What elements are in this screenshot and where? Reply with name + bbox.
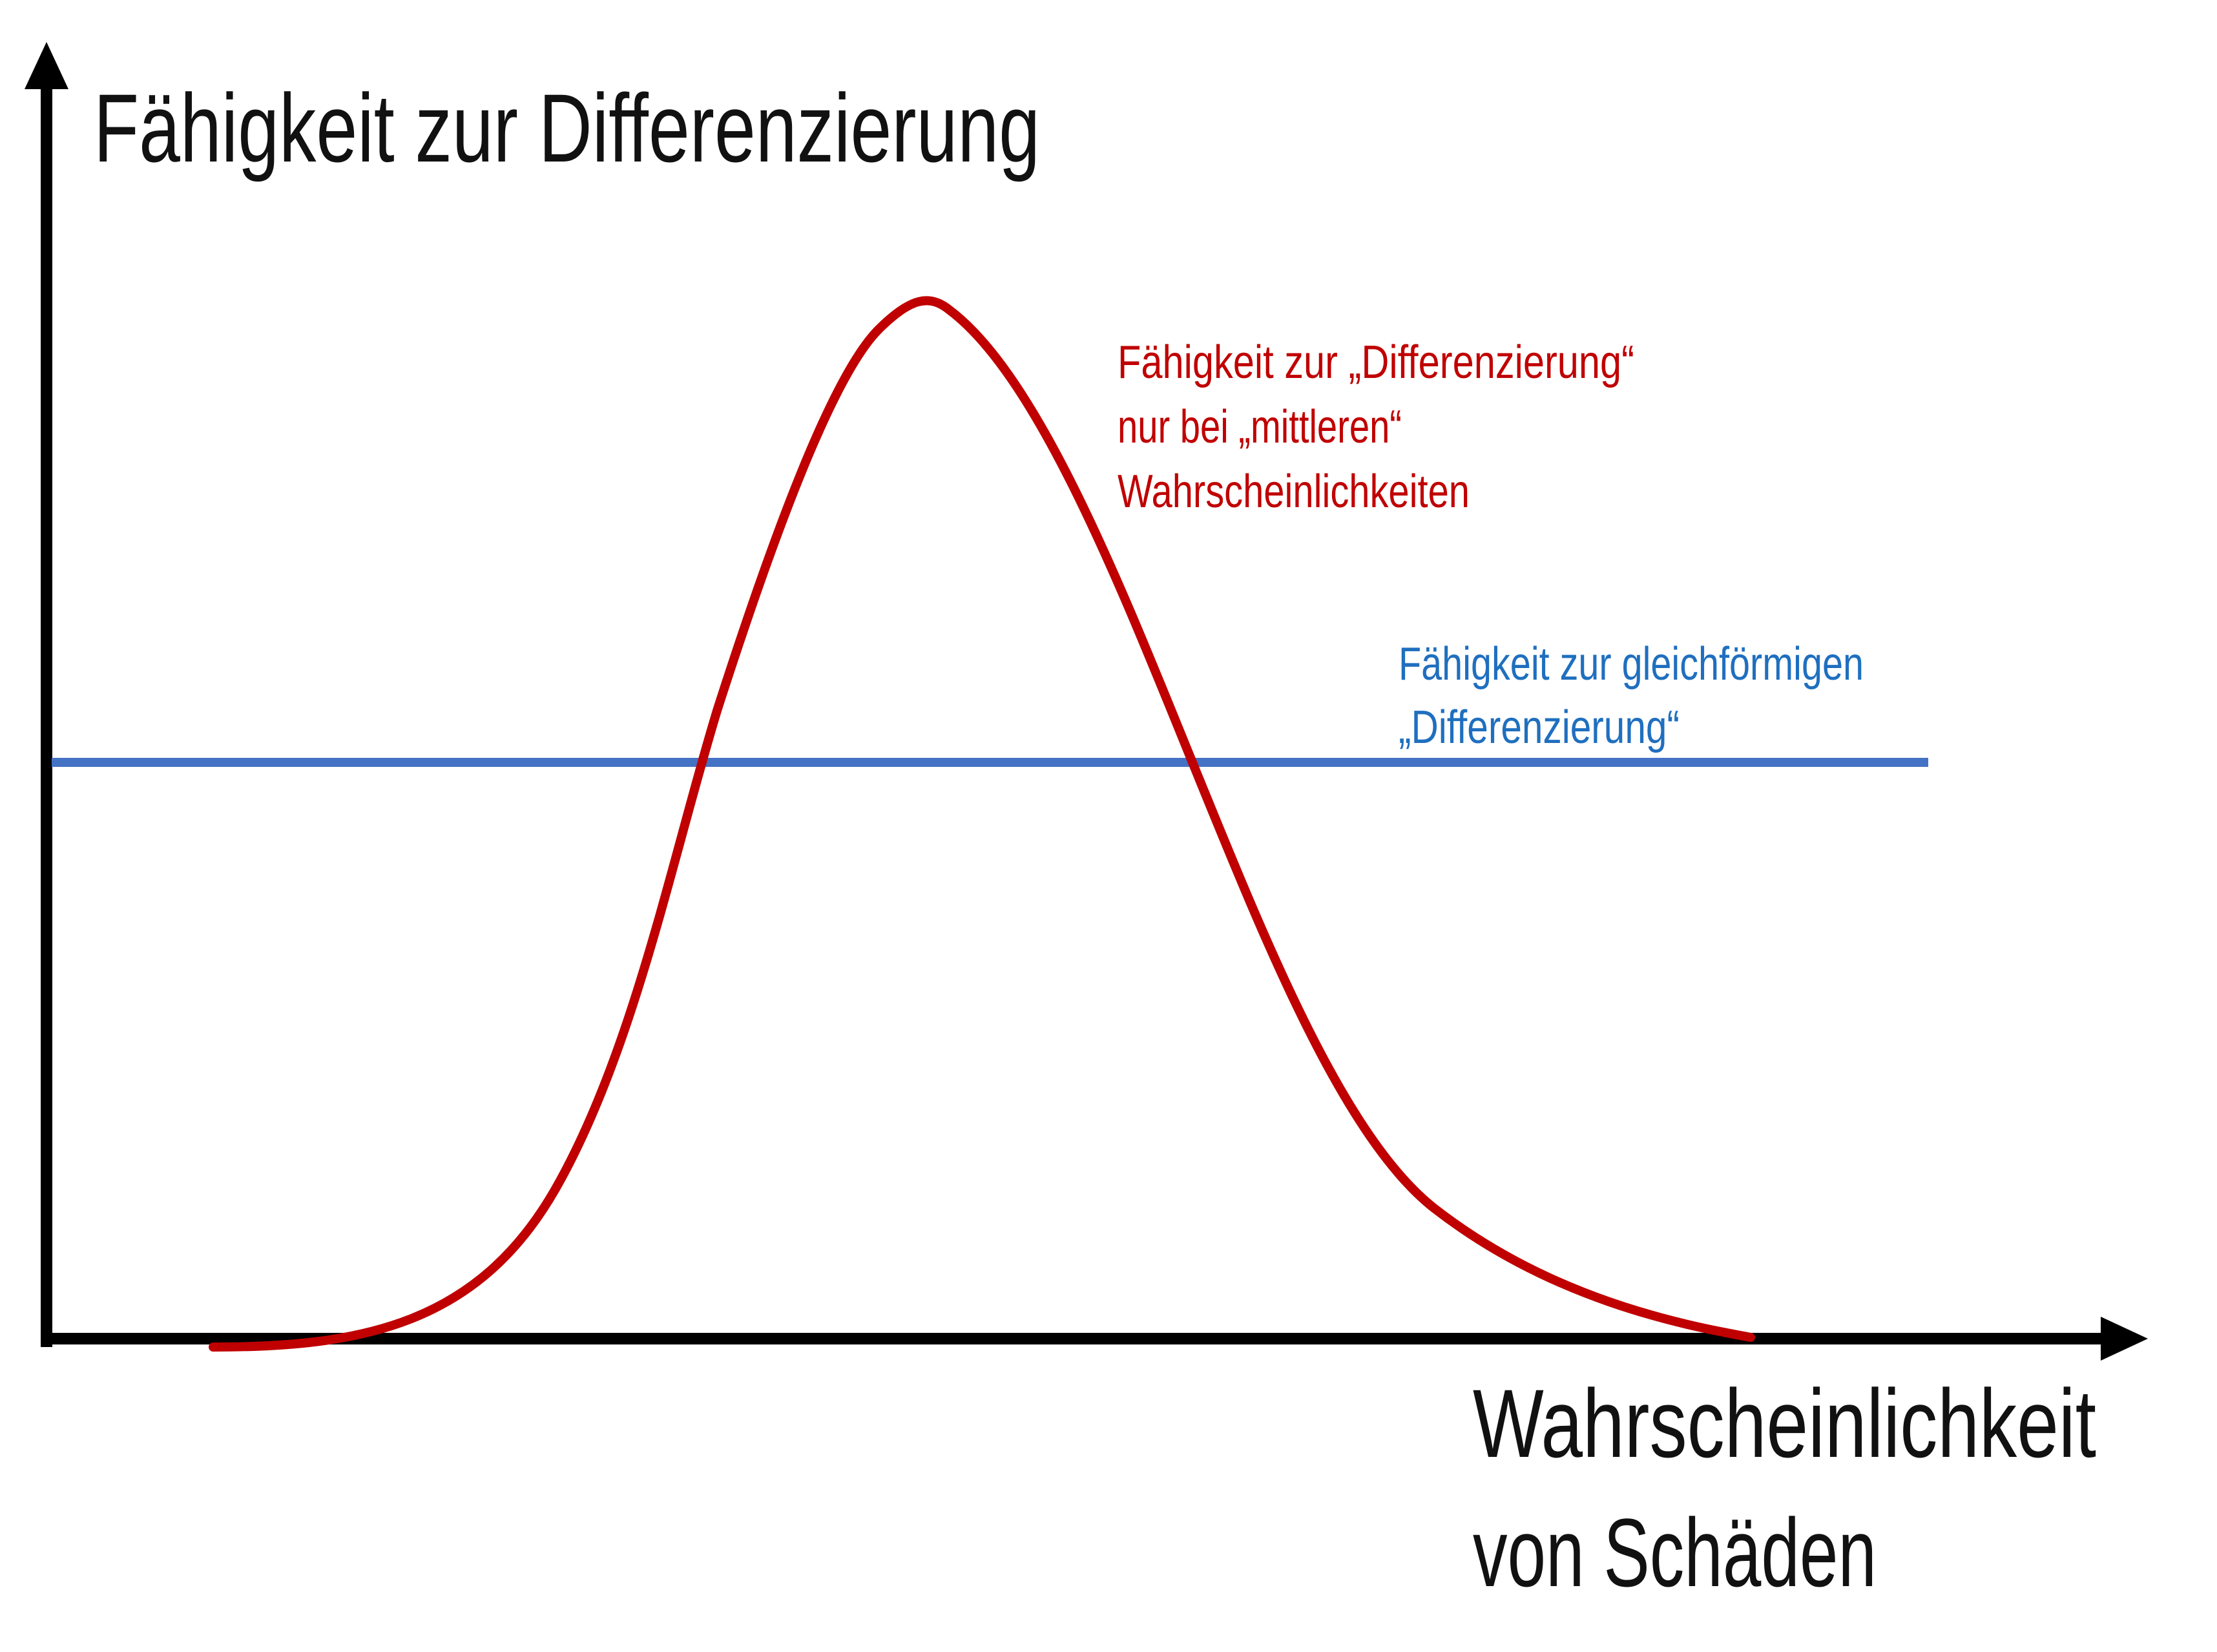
curve-note-line3: Wahrscheinlichkeiten <box>1118 466 1470 518</box>
curve-note-line2: nur bei „mittleren“ <box>1118 401 1402 453</box>
x-axis-label-line1: Wahrscheinlichkeit <box>1473 1369 2096 1478</box>
y-axis-arrowhead <box>25 42 68 89</box>
uniform-note-line1: Fähigkeit zur gleichförmigen <box>1399 638 1864 690</box>
x-axis-label-line2: von Schäden <box>1473 1498 1877 1607</box>
uniform-note-line2: „Differenzierung“ <box>1399 702 1680 753</box>
bell-curve <box>209 296 1755 1352</box>
y-axis-label: Fähigkeit zur Differenzierung <box>94 74 1040 182</box>
curve-note-line1: Fähigkeit zur „Differenzierung“ <box>1118 337 1634 388</box>
x-axis-arrowhead <box>2101 1317 2148 1361</box>
